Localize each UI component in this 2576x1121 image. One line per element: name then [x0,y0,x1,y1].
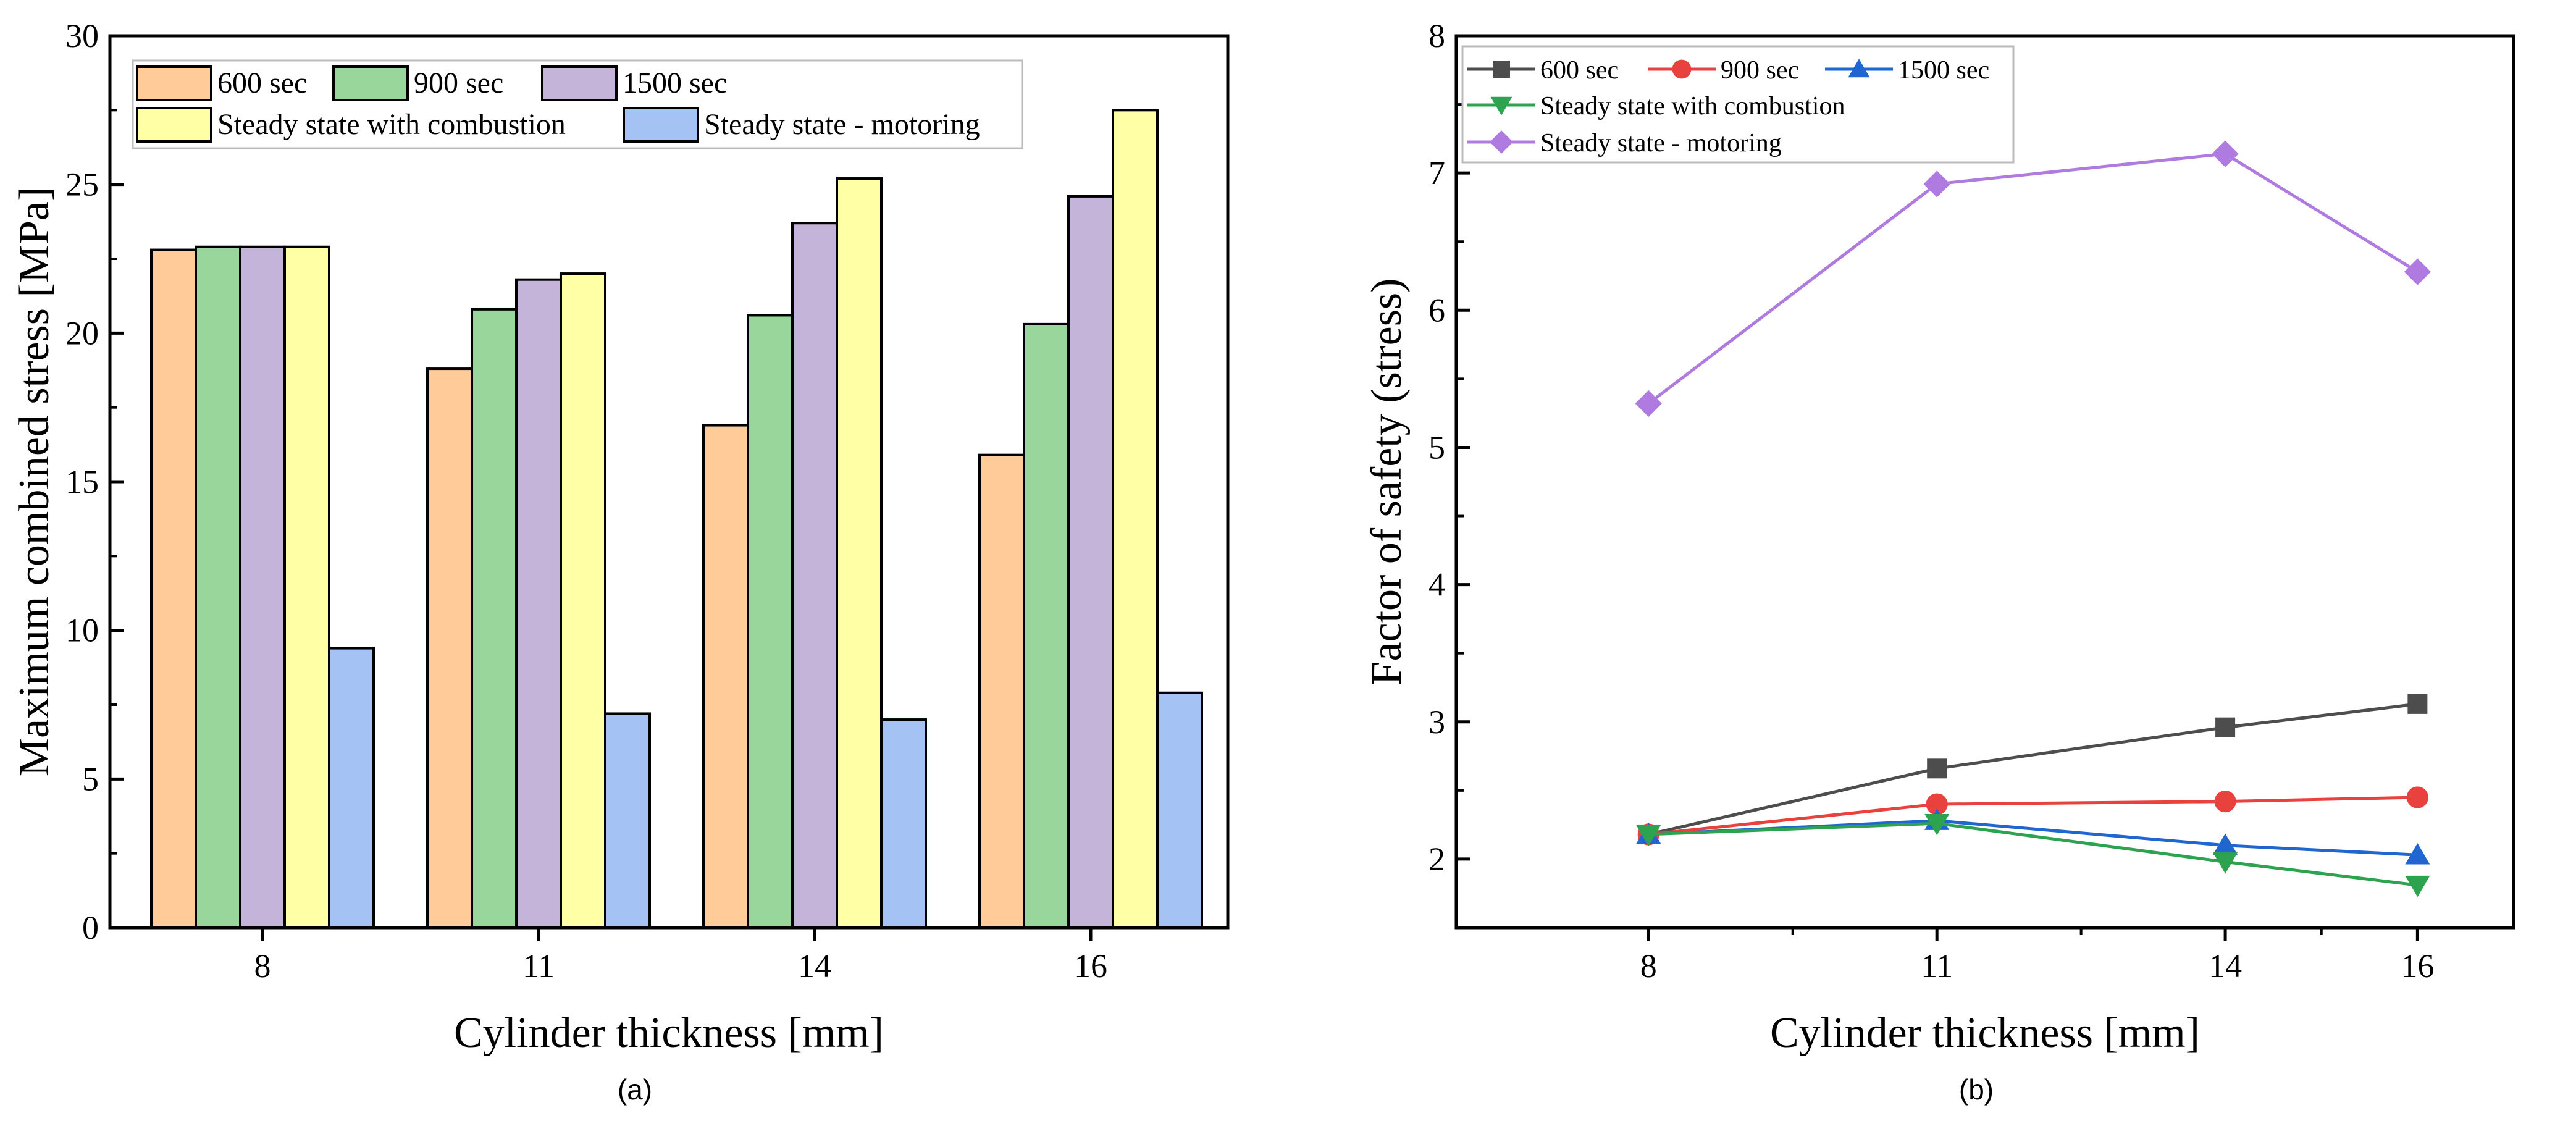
x-tick-label: 11 [1921,947,1953,985]
y-tick-label: 30 [65,17,99,54]
x-tick-label: 8 [254,947,271,985]
point-2-2 [2213,833,2238,855]
chart-caption: (b) [1959,1073,1994,1106]
y-tick-label: 6 [1429,292,1445,329]
y-tick-label: 4 [1429,566,1445,603]
plot-frame [1454,34,2515,930]
bar-3-3 [1112,109,1159,929]
x-tick-label: 8 [1640,947,1657,985]
legend-label-3: Steady state with combustion [1540,92,1845,120]
bar-3-1 [560,272,606,930]
y-tick-label: 2 [1429,841,1445,878]
y-axis-title: Maximum combined stress [MPa] [10,187,58,777]
bar-2-3 [1067,195,1114,929]
y-axis-title: Factor of safety (stress) [1363,279,1411,686]
y-tick-label: 5 [82,760,99,797]
legend-label-1: 900 sec [1721,56,1799,85]
legend-label-0: 600 sec [1540,56,1619,85]
legend-marker-2 [1848,59,1870,78]
x-axis-title: Cylinder thickness [mm] [454,1009,884,1057]
x-tick-label: 14 [2209,947,2242,985]
legend: 600 sec 900 sec 1500 sec Steady state with … [1461,45,2015,164]
series-line-4 [1647,152,2419,405]
bar-0-1 [426,367,473,929]
series-line-3 [1648,821,2418,887]
bar-0-0 [150,248,197,929]
chart-a: 0 5 10 15 20 25 30 8 11 14 16 Cylinder thickness [m… [10,17,1230,1106]
bar-1-2 [747,314,794,930]
y-tick-label: 8 [1429,17,1445,54]
bar-4-1 [604,712,651,929]
chart-caption: (a) [618,1073,652,1106]
y-tick-label: 15 [65,463,99,500]
point-3-1 [1924,813,1950,836]
point-0-1 [1927,758,1947,779]
series-line-1 [1648,796,2418,836]
point-4-2 [2212,140,2239,167]
legend-marker-0 [1493,61,1510,78]
point-4-3 [2404,258,2431,285]
legend-label-2: 1500 sec [623,67,727,99]
point-0-2 [2215,717,2236,737]
y-tick-label: 10 [65,612,99,649]
legend-label-4: Steady state - motoring [1540,129,1782,157]
legend-swatch-0 [136,65,212,101]
bar-2-1 [515,278,562,929]
series-line-0 [1648,702,2418,836]
bar-4-2 [880,718,927,929]
x-tick-label: 11 [522,947,555,985]
legend-marker-1 [1672,59,1692,79]
legend-label-2: 1500 sec [1898,56,1989,85]
legend: 600 sec 900 sec 1500 sec Steady state with … [132,59,1023,149]
point-1-1 [1926,793,1948,815]
legend-marker-3 [1490,96,1512,115]
bar-3-2 [836,177,883,929]
point-4-0 [1635,390,1662,417]
x-axis-title: Cylinder thickness [mm] [1770,1009,2200,1057]
legend-swatch-3 [136,107,212,143]
y-tick-label: 25 [65,166,99,203]
point-1-2 [2214,791,2236,813]
y-tick-label: 5 [1429,429,1445,466]
y-tick-label: 20 [65,314,99,351]
y-tick-label: 3 [1429,703,1445,741]
bar-1-3 [1023,322,1070,929]
bar-2-2 [791,222,838,929]
point-3-0 [1636,825,1661,847]
legend-box [1461,45,2015,164]
legend-label-1: 900 sec [414,67,503,99]
legend-marker-4 [1490,130,1513,154]
legend-label-4: Steady state - motoring [704,108,980,141]
bar-4-0 [328,647,375,929]
point-4-1 [1923,170,1950,198]
legend-swatch-1 [332,65,409,101]
bar-3-0 [283,245,330,929]
x-tick-label: 16 [2401,947,2434,985]
chart-b: 2 3 4 5 6 7 8 8 11 14 16 Cylinder thickness [mm] Fac… [1363,17,2515,1106]
legend-swatch-2 [541,65,618,101]
point-3-3 [2405,875,2430,897]
point-1-3 [2406,786,2428,808]
bar-1-1 [471,308,518,929]
bar-2-0 [239,245,286,929]
y-tick-label: 0 [82,909,99,946]
x-tick-label: 16 [1074,947,1107,985]
legend-label-0: 600 sec [217,67,307,99]
point-2-3 [2405,843,2430,865]
legend-label-3: Steady state with combustion [217,108,566,141]
bar-0-3 [978,453,1025,929]
x-tick-label: 14 [798,947,831,985]
bar-4-3 [1156,691,1203,930]
y-tick-label: 7 [1429,154,1445,191]
series-line-2 [1648,819,2418,857]
bar-0-2 [702,424,749,929]
bar-1-0 [195,245,241,929]
point-3-2 [2213,852,2238,874]
point-0-3 [2407,694,2428,714]
legend-swatch-4 [623,107,699,143]
